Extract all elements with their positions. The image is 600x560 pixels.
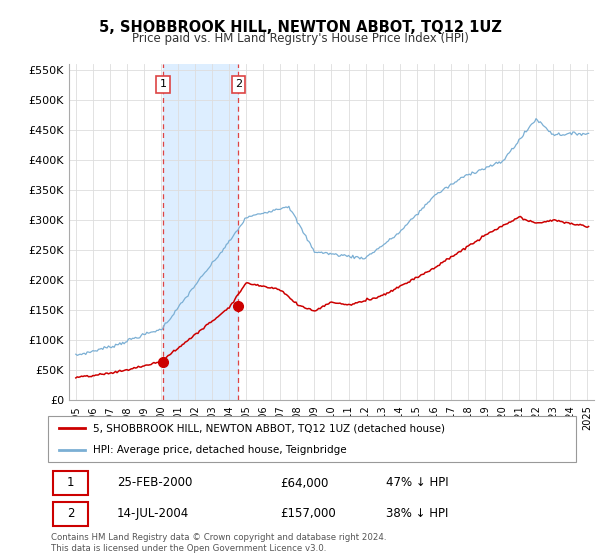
Text: Price paid vs. HM Land Registry's House Price Index (HPI): Price paid vs. HM Land Registry's House … [131,32,469,45]
Text: 5, SHOBBROOK HILL, NEWTON ABBOT, TQ12 1UZ: 5, SHOBBROOK HILL, NEWTON ABBOT, TQ12 1U… [98,20,502,35]
Text: 1: 1 [67,477,74,489]
Text: 25-FEB-2000: 25-FEB-2000 [116,477,192,489]
Text: 2: 2 [235,79,242,89]
Bar [163,64,238,400]
Text: Contains HM Land Registry data © Crown copyright and database right 2024.
This d: Contains HM Land Registry data © Crown c… [51,533,386,553]
Text: £157,000: £157,000 [280,507,336,520]
Bar [53,502,88,525]
Text: 47% ↓ HPI: 47% ↓ HPI [386,477,449,489]
Text: 38% ↓ HPI: 38% ↓ HPI [386,507,448,520]
Text: 2: 2 [67,507,74,520]
Bar [53,472,88,494]
Text: 5, SHOBBROOK HILL, NEWTON ABBOT, TQ12 1UZ (detached house): 5, SHOBBROOK HILL, NEWTON ABBOT, TQ12 1U… [93,423,445,433]
Text: 1: 1 [160,79,167,89]
Text: £64,000: £64,000 [280,477,329,489]
Text: HPI: Average price, detached house, Teignbridge: HPI: Average price, detached house, Teig… [93,445,347,455]
Text: 14-JUL-2004: 14-JUL-2004 [116,507,189,520]
